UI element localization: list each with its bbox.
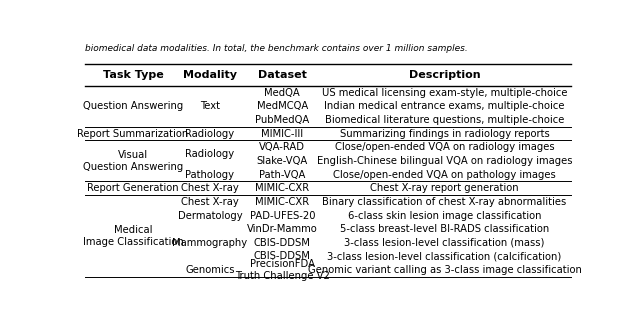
- Text: Close/open-ended VQA on radiology images: Close/open-ended VQA on radiology images: [335, 142, 554, 152]
- Text: MIMIC-III: MIMIC-III: [261, 129, 303, 139]
- Text: Dermatology: Dermatology: [178, 211, 243, 220]
- Text: VinDr-Mammo: VinDr-Mammo: [247, 224, 317, 234]
- Text: Genomic variant calling as 3-class image classification: Genomic variant calling as 3-class image…: [308, 265, 582, 275]
- Text: PrecisionFDA
Truth Challenge V2: PrecisionFDA Truth Challenge V2: [235, 259, 330, 281]
- Text: CBIS-DDSM: CBIS-DDSM: [254, 252, 311, 261]
- Text: Task Type: Task Type: [102, 70, 163, 80]
- Text: Radiology: Radiology: [186, 149, 234, 159]
- Text: Visual
Question Answering: Visual Question Answering: [83, 150, 183, 172]
- Text: Medical
Image Classification: Medical Image Classification: [83, 225, 184, 247]
- Text: MedMCQA: MedMCQA: [257, 101, 308, 111]
- Text: Pathology: Pathology: [186, 169, 234, 180]
- Text: Chest X-ray: Chest X-ray: [181, 197, 239, 207]
- Text: Close/open-ended VQA on pathology images: Close/open-ended VQA on pathology images: [333, 169, 556, 180]
- Text: Chest X-ray report generation: Chest X-ray report generation: [371, 183, 519, 193]
- Text: Dataset: Dataset: [258, 70, 307, 80]
- Text: MedQA: MedQA: [264, 88, 300, 98]
- Text: 3-class lesion-level classification (mass): 3-class lesion-level classification (mas…: [344, 238, 545, 248]
- Text: Question Answering: Question Answering: [83, 101, 183, 111]
- Text: Report Summarization: Report Summarization: [77, 129, 189, 139]
- Text: biomedical data modalities. In total, the benchmark contains over 1 million samp: biomedical data modalities. In total, th…: [85, 44, 468, 53]
- Text: English-Chinese bilingual VQA on radiology images: English-Chinese bilingual VQA on radiolo…: [317, 156, 572, 166]
- Text: 3-class lesion-level classification (calcification): 3-class lesion-level classification (cal…: [328, 252, 562, 261]
- Text: 6-class skin lesion image classification: 6-class skin lesion image classification: [348, 211, 541, 220]
- Text: Summarizing findings in radiology reports: Summarizing findings in radiology report…: [340, 129, 549, 139]
- Text: VQA-RAD: VQA-RAD: [259, 142, 305, 152]
- Text: MIMIC-CXR: MIMIC-CXR: [255, 183, 309, 193]
- Text: MIMIC-CXR: MIMIC-CXR: [255, 197, 309, 207]
- Text: Report Generation: Report Generation: [87, 183, 179, 193]
- Text: CBIS-DDSM: CBIS-DDSM: [254, 238, 311, 248]
- Text: Binary classification of chest X-ray abnormalities: Binary classification of chest X-ray abn…: [323, 197, 566, 207]
- Text: PubMedQA: PubMedQA: [255, 115, 310, 125]
- Text: Radiology: Radiology: [186, 129, 234, 139]
- Text: US medical licensing exam-style, multiple-choice: US medical licensing exam-style, multipl…: [322, 88, 567, 98]
- Text: Path-VQA: Path-VQA: [259, 169, 305, 180]
- Text: Mammography: Mammography: [172, 238, 248, 248]
- Text: PAD-UFES-20: PAD-UFES-20: [250, 211, 315, 220]
- Text: Modality: Modality: [183, 70, 237, 80]
- Text: Description: Description: [409, 70, 481, 80]
- Text: Slake-VQA: Slake-VQA: [257, 156, 308, 166]
- Text: 5-class breast-level BI-RADS classification: 5-class breast-level BI-RADS classificat…: [340, 224, 549, 234]
- Text: Indian medical entrance exams, multiple-choice: Indian medical entrance exams, multiple-…: [324, 101, 565, 111]
- Text: Chest X-ray: Chest X-ray: [181, 183, 239, 193]
- Text: Biomedical literature questions, multiple-choice: Biomedical literature questions, multipl…: [325, 115, 564, 125]
- Text: Text: Text: [200, 101, 220, 111]
- Text: Genomics: Genomics: [185, 265, 235, 275]
